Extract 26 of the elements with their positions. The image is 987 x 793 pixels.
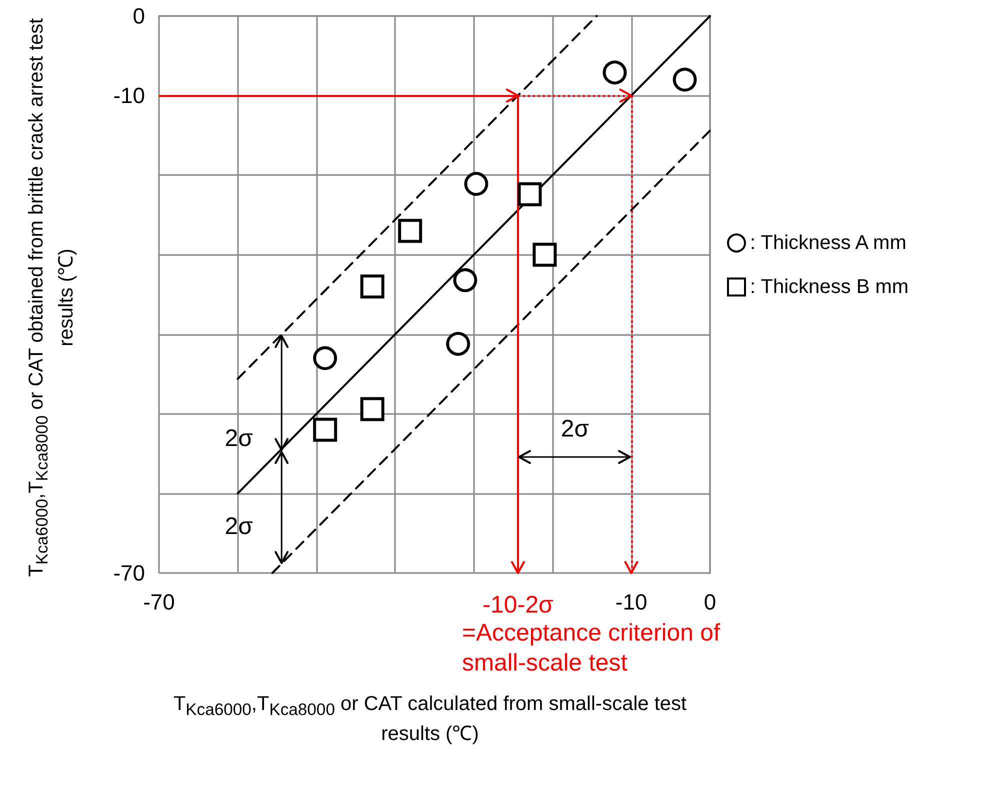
point — [313, 346, 338, 370]
legend-label: : Thickness B mm — [750, 276, 909, 298]
y-tick-label: 0 — [132, 4, 145, 28]
point — [453, 268, 478, 292]
x-tick-label: -70 — [143, 590, 175, 614]
point — [464, 172, 488, 196]
y-tick-label: -10 — [113, 83, 145, 108]
y-tick-label: -70 — [113, 560, 145, 586]
point — [360, 397, 384, 422]
annotation: 2σ — [224, 512, 254, 540]
point — [446, 332, 470, 356]
x-tick-label: 0 — [704, 590, 716, 614]
point — [532, 242, 557, 267]
point — [518, 182, 542, 206]
ref-line-label: -10-2σ — [482, 592, 554, 618]
point — [313, 418, 338, 442]
legend-label: : Thickness A mm — [750, 232, 906, 254]
x-tick-label: -10 — [615, 590, 648, 614]
point — [398, 218, 422, 243]
point — [360, 274, 384, 299]
point — [672, 68, 697, 92]
text: =Acceptance criterion of small-scale test — [462, 620, 727, 676]
x-axis-title: T$_{Kca6000}$,T$_{Kca8000}$ or CAT calculated from small-scale test results (℃) — [172, 692, 688, 747]
annotation: 2σ — [560, 416, 590, 442]
annotation: 2σ — [224, 424, 254, 452]
point — [602, 60, 627, 84]
